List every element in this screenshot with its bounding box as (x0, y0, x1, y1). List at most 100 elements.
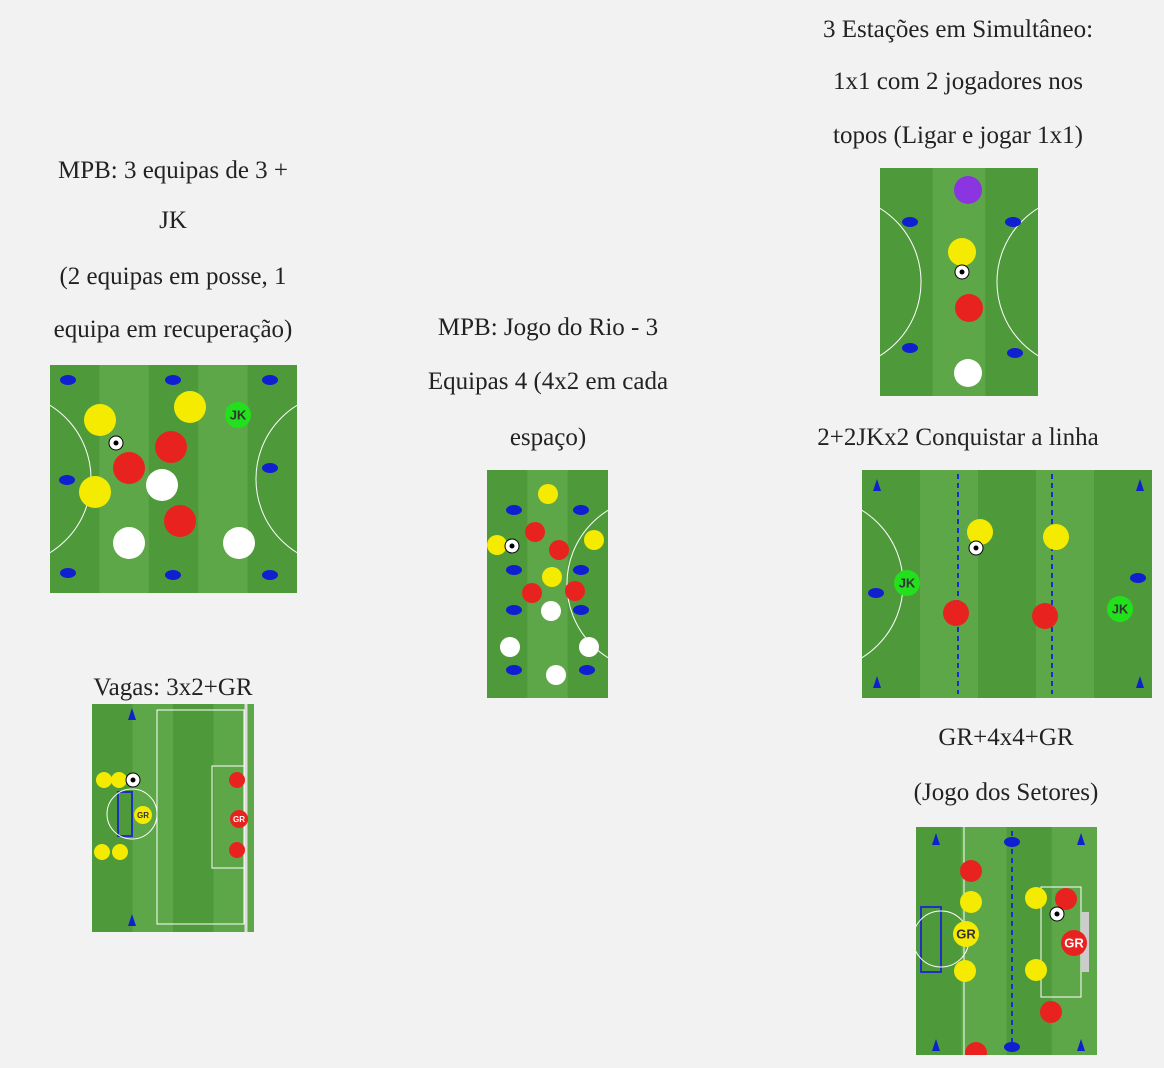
marker (165, 375, 181, 385)
marker (573, 505, 589, 515)
player (955, 294, 983, 322)
player (111, 772, 127, 788)
player (960, 891, 982, 913)
drill-diagram: GR GR (92, 704, 254, 932)
player (113, 527, 145, 559)
player (549, 540, 569, 560)
player (96, 772, 112, 788)
arc (880, 207, 922, 357)
player (112, 844, 128, 860)
marker (1007, 348, 1023, 358)
caption-line: Vagas: 3x2+GR (93, 674, 253, 701)
player (894, 570, 920, 596)
player (954, 960, 976, 982)
player (164, 505, 196, 537)
cone (1077, 1039, 1085, 1051)
ball-patch (113, 440, 119, 446)
player-label: GR (1064, 935, 1084, 950)
caption-line: espaço) (509, 424, 587, 451)
marker (1004, 837, 1020, 847)
cone (1136, 676, 1144, 688)
marker (60, 568, 76, 578)
stripe (920, 470, 978, 698)
caption-line: topos (Ligar e jogar 1x1) (833, 122, 1083, 149)
cone (873, 676, 881, 688)
drill-diagram: JK JK (862, 470, 1152, 698)
marker (60, 375, 76, 385)
marker (506, 505, 522, 515)
marker (59, 475, 75, 485)
marker (902, 217, 918, 227)
marker (506, 665, 522, 675)
player (943, 600, 969, 626)
caption-line: equipa em recuperação) (53, 316, 293, 343)
marker (165, 570, 181, 580)
marker (579, 665, 595, 675)
player (546, 665, 566, 685)
caption-line: MPB: 3 equipas de 3 + (57, 157, 289, 184)
caption-line: MPB: Jogo do Rio - 3 (437, 314, 659, 341)
cone (128, 914, 136, 926)
drill-diagram (880, 168, 1038, 396)
player (954, 176, 982, 204)
player (948, 238, 976, 266)
drill-diagram: GR GR (916, 827, 1097, 1055)
player (953, 921, 979, 947)
player (584, 530, 604, 550)
player (1025, 887, 1047, 909)
caption-line: JK (159, 207, 187, 234)
stripe (932, 168, 986, 396)
player (500, 637, 520, 657)
player (94, 844, 110, 860)
marker (506, 605, 522, 615)
player-label: JK (899, 575, 916, 590)
cone (1077, 833, 1085, 845)
player (1025, 959, 1047, 981)
caption-line: 3 Estações em Simultâneo: (822, 16, 1094, 43)
ball-patch (1054, 911, 1060, 917)
player (79, 476, 111, 508)
player-label: GR (137, 811, 149, 820)
arc (566, 509, 608, 659)
player (579, 637, 599, 657)
player (1055, 888, 1077, 910)
player (146, 469, 178, 501)
cone (873, 479, 881, 491)
cone (128, 708, 136, 720)
player (542, 567, 562, 587)
player (965, 1042, 987, 1055)
marker (262, 570, 278, 580)
ball-patch (130, 777, 136, 783)
marker (1130, 573, 1146, 583)
marker (868, 588, 884, 598)
stripe (1036, 470, 1094, 698)
player (223, 527, 255, 559)
arc (106, 788, 158, 840)
drill-diagram (487, 470, 608, 698)
caption-line: (Jogo dos Setores) (913, 779, 1099, 806)
caption-line: 2+2JKx2 Conquistar a linha (817, 424, 1099, 451)
player (1061, 930, 1087, 956)
player-label: JK (1112, 601, 1129, 616)
marker (573, 565, 589, 575)
marker (262, 463, 278, 473)
player (229, 842, 245, 858)
player-label: GR (956, 926, 976, 941)
marker (902, 343, 918, 353)
cone (932, 833, 940, 845)
marker (573, 605, 589, 615)
player (1107, 596, 1133, 622)
player (960, 860, 982, 882)
player (174, 391, 206, 423)
caption-line: Equipas 4 (4x2 em cada (427, 368, 669, 395)
player (565, 581, 585, 601)
marker (262, 375, 278, 385)
caption-line: 1x1 com 2 jogadores nos (833, 68, 1083, 95)
player (230, 810, 248, 828)
player (954, 359, 982, 387)
player (134, 806, 152, 824)
marker (1005, 217, 1021, 227)
cone (1136, 479, 1144, 491)
player (229, 772, 245, 788)
